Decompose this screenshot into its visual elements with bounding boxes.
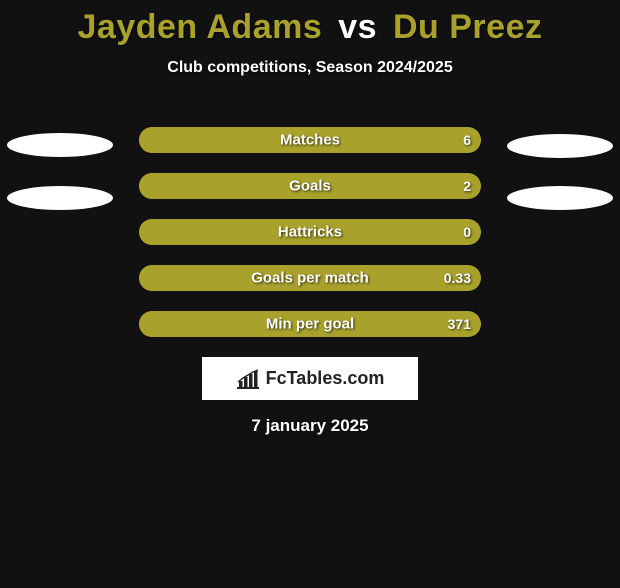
- stat-value-right: 2: [463, 178, 471, 194]
- player1-name: Jayden Adams: [78, 8, 323, 46]
- stat-value-right: 371: [448, 316, 471, 332]
- date-text: 7 january 2025: [0, 416, 620, 436]
- stat-row: Goals per match 0.33: [139, 265, 481, 291]
- stat-value-right: 0: [463, 224, 471, 240]
- stat-row: Matches 6: [139, 127, 481, 153]
- stat-label: Goals per match: [251, 270, 369, 287]
- brand-box: FcTables.com: [202, 357, 418, 400]
- vs-text: vs: [338, 8, 377, 46]
- stat-row: Hattricks 0: [139, 219, 481, 245]
- stat-value-right: 6: [463, 132, 471, 148]
- decorative-ellipse: [7, 186, 113, 210]
- stat-label: Goals: [289, 178, 331, 195]
- stat-label: Hattricks: [278, 224, 342, 241]
- comparison-title: Jayden Adams vs Du Preez: [0, 8, 620, 47]
- stat-label: Matches: [280, 132, 340, 149]
- decorative-ellipse: [7, 133, 113, 157]
- stats-container: Matches 6 Goals 2 Hattricks 0 Goals per match 0…: [139, 127, 481, 337]
- decorative-ellipse: [507, 134, 613, 158]
- stat-row: Goals 2: [139, 173, 481, 199]
- brand-text: FcTables.com: [266, 368, 385, 389]
- player2-name: Du Preez: [393, 8, 543, 46]
- subtitle: Club competitions, Season 2024/2025: [0, 59, 620, 77]
- stat-label: Min per goal: [266, 316, 354, 333]
- stat-row: Min per goal 371: [139, 311, 481, 337]
- decorative-ellipse: [507, 186, 613, 210]
- stat-value-right: 0.33: [444, 270, 471, 286]
- chart-icon: [236, 369, 260, 389]
